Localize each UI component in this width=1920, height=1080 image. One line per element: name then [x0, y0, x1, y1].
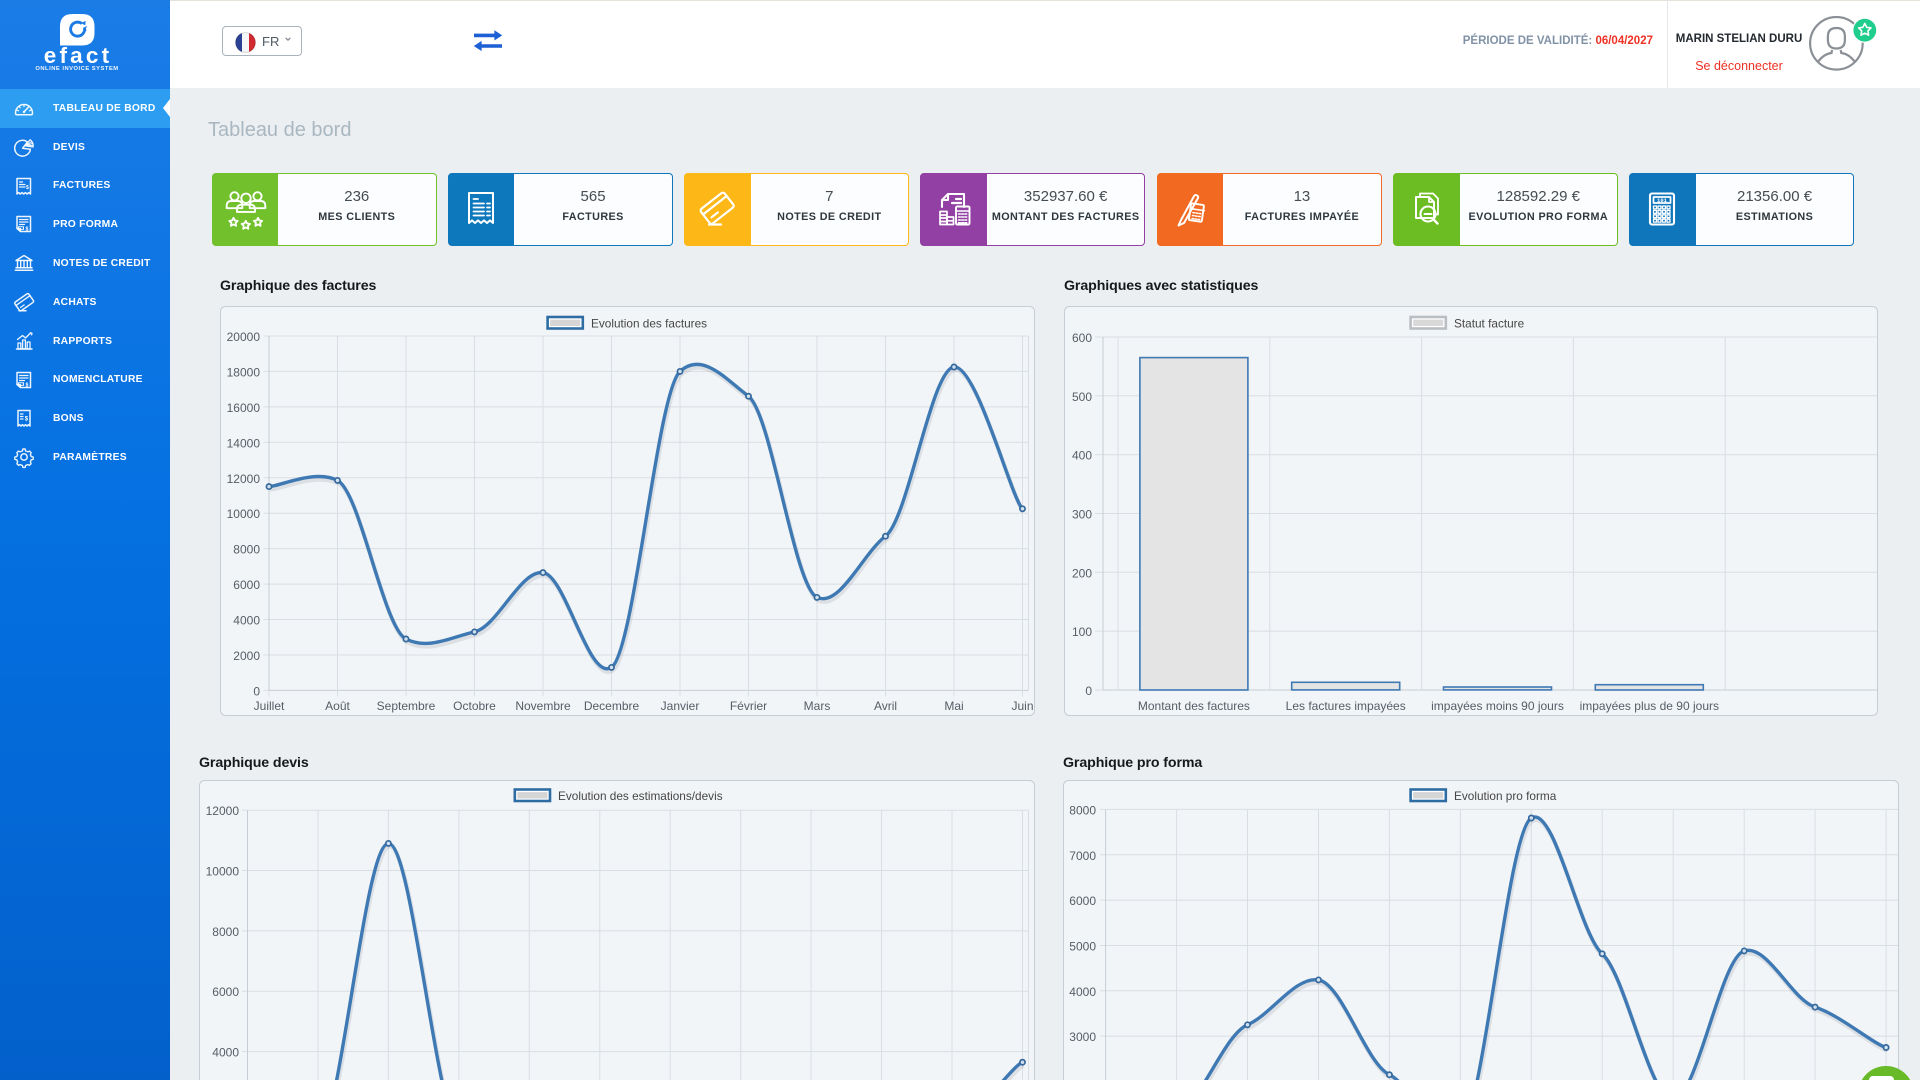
svg-text:10000: 10000 — [206, 865, 240, 879]
svg-text:Decembre: Decembre — [584, 699, 640, 713]
svg-text:Montant des factures: Montant des factures — [1138, 699, 1250, 713]
svg-text:Février: Février — [730, 699, 767, 713]
svg-text:Janvier: Janvier — [661, 699, 700, 713]
svg-text:300: 300 — [1072, 508, 1092, 522]
svg-text:Septembre: Septembre — [377, 699, 436, 713]
svg-text:0: 0 — [253, 684, 260, 698]
svg-text:4000: 4000 — [212, 1046, 239, 1060]
svg-text:8000: 8000 — [233, 543, 260, 557]
svg-text:400: 400 — [1072, 449, 1092, 463]
svg-text:8000: 8000 — [212, 925, 239, 939]
svg-text:500: 500 — [1072, 390, 1092, 404]
svg-text:12000: 12000 — [206, 804, 240, 818]
svg-text:20000: 20000 — [227, 330, 261, 344]
svg-text:Les factures impayées: Les factures impayées — [1286, 699, 1406, 713]
svg-text:Octobre: Octobre — [453, 699, 496, 713]
svg-text:101: 101 — [1657, 197, 1668, 204]
svg-text:Statut facture: Statut facture — [1454, 317, 1525, 331]
svg-text:10000: 10000 — [227, 507, 261, 521]
svg-text:$: $ — [26, 185, 29, 191]
svg-text:Juin: Juin — [1011, 699, 1033, 713]
svg-text:18000: 18000 — [227, 365, 261, 379]
svg-text:4000: 4000 — [233, 614, 260, 628]
svg-text:6000: 6000 — [233, 578, 260, 592]
svg-text:Novembre: Novembre — [515, 699, 571, 713]
svg-text:Avril: Avril — [874, 699, 897, 713]
svg-text:impayées plus de 90 jours: impayées plus de 90 jours — [1580, 699, 1719, 713]
svg-text:14000: 14000 — [227, 436, 261, 450]
svg-text:16000: 16000 — [227, 401, 261, 415]
svg-text:Juillet: Juillet — [254, 699, 285, 713]
svg-text:3000: 3000 — [1069, 1030, 1096, 1044]
svg-text:200: 200 — [1072, 566, 1092, 580]
svg-text:5000: 5000 — [1069, 940, 1096, 954]
svg-text:$: $ — [25, 417, 29, 423]
svg-text:Mai: Mai — [944, 699, 963, 713]
svg-text:Evolution pro forma: Evolution pro forma — [1454, 789, 1557, 803]
svg-text:impayées moins 90 jours: impayées moins 90 jours — [1431, 699, 1564, 713]
svg-text:100: 100 — [1072, 625, 1092, 639]
svg-text:2000: 2000 — [233, 649, 260, 663]
svg-text:600: 600 — [1072, 331, 1092, 345]
svg-text:Evolution des estimations/devi: Evolution des estimations/devis — [558, 789, 723, 803]
svg-text:12000: 12000 — [227, 472, 261, 486]
svg-text:0: 0 — [1085, 684, 1092, 698]
svg-text:$: $ — [26, 227, 29, 233]
svg-text:6000: 6000 — [212, 985, 239, 999]
svg-text:4000: 4000 — [1069, 985, 1096, 999]
svg-text:Août: Août — [325, 699, 350, 713]
svg-text:Evolution des factures: Evolution des factures — [591, 317, 707, 331]
svg-text:6000: 6000 — [1069, 894, 1096, 908]
svg-text:$: $ — [26, 382, 29, 388]
svg-text:7000: 7000 — [1069, 849, 1096, 863]
svg-text:Mars: Mars — [804, 699, 831, 713]
svg-text:8000: 8000 — [1069, 803, 1096, 817]
